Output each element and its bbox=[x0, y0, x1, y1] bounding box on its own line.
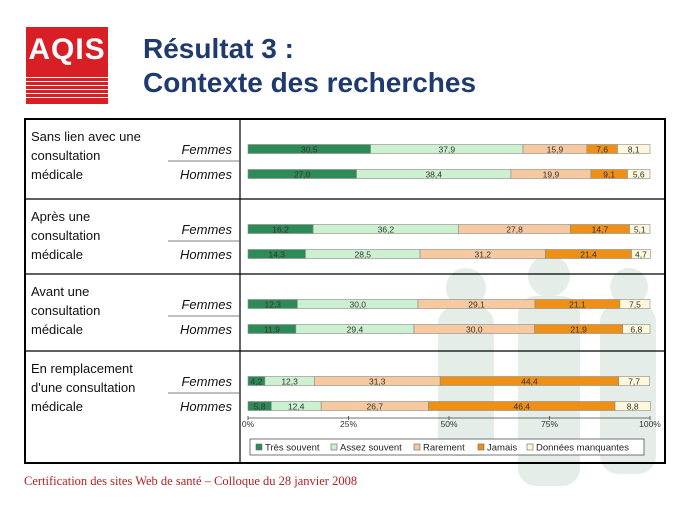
row-label: Femmes bbox=[181, 297, 232, 312]
group-label-line: médicale bbox=[31, 167, 83, 182]
data-label: 8,8 bbox=[627, 402, 639, 412]
data-label: 21,4 bbox=[580, 250, 597, 260]
legend-swatch bbox=[413, 443, 421, 451]
data-label: 4,7 bbox=[635, 250, 647, 260]
data-label: 36,2 bbox=[378, 225, 395, 235]
data-label: 15,9 bbox=[547, 145, 564, 155]
group-label-line: médicale bbox=[31, 322, 83, 337]
bar-segment bbox=[619, 299, 651, 309]
group-label-line: Avant une bbox=[31, 284, 89, 299]
row-label: Hommes bbox=[180, 167, 233, 182]
row-label: Femmes bbox=[181, 222, 232, 237]
legend-swatch bbox=[477, 443, 485, 451]
row-label: Hommes bbox=[180, 399, 233, 414]
group-label: Sans lien avec une consultation médicale bbox=[31, 129, 141, 182]
data-label: 26,7 bbox=[367, 402, 384, 412]
legend-label: Très souvent bbox=[265, 443, 320, 454]
bar-segment bbox=[617, 144, 651, 154]
data-label: 7,7 bbox=[628, 377, 640, 387]
title-line-2: Contexte des recherches bbox=[143, 67, 477, 98]
data-label: 9,1 bbox=[603, 170, 615, 180]
x-tick-label: 25% bbox=[340, 419, 357, 429]
data-label: 46,4 bbox=[513, 402, 530, 412]
data-label: 14,3 bbox=[268, 250, 285, 260]
data-label: 7,5 bbox=[629, 300, 641, 310]
data-label: 21,1 bbox=[569, 300, 586, 310]
data-label: 21,9 bbox=[570, 325, 587, 335]
data-label: 7,6 bbox=[596, 145, 608, 155]
aqis-logo: AQIS bbox=[26, 27, 108, 104]
group-label-line: consultation bbox=[31, 228, 100, 243]
chart-panel bbox=[24, 118, 666, 464]
legend-label: Jamais bbox=[487, 443, 517, 454]
data-label: 44,4 bbox=[521, 377, 538, 387]
legend-swatch bbox=[330, 443, 338, 451]
data-label: 11,9 bbox=[264, 325, 280, 335]
group-label: Après une consultation médicale bbox=[31, 209, 100, 262]
group-label: En remplacement d'une consultation médical… bbox=[31, 361, 135, 414]
data-label: 5,6 bbox=[633, 170, 645, 180]
data-label: 28,5 bbox=[354, 250, 371, 260]
legend-swatch bbox=[526, 443, 534, 451]
title-line-1: Résultat 3 : bbox=[143, 33, 294, 64]
legend-label: Données manquantes bbox=[536, 443, 629, 454]
legend-box bbox=[249, 438, 645, 456]
data-label: 5,8 bbox=[254, 402, 266, 412]
group-label-line: En remplacement bbox=[31, 361, 133, 376]
data-label: 4,2 bbox=[251, 377, 263, 387]
row-label: Hommes bbox=[180, 322, 233, 337]
group-label-line: d'une consultation bbox=[31, 380, 135, 395]
group-label: Avant une consultation médicale bbox=[31, 284, 100, 337]
page-title: Résultat 3 : Contexte des recherches bbox=[143, 32, 476, 100]
bar-segment bbox=[631, 249, 651, 259]
x-tick-label: 75% bbox=[541, 419, 558, 429]
data-label: 12,3 bbox=[264, 300, 281, 310]
data-label: 29,4 bbox=[347, 325, 364, 335]
data-label: 14,7 bbox=[592, 225, 609, 235]
group-label-line: consultation bbox=[31, 148, 100, 163]
group-label-line: consultation bbox=[31, 303, 100, 318]
legend-label: Assez souvent bbox=[340, 443, 402, 454]
legend-label: Rarement bbox=[423, 443, 465, 454]
row-label: Hommes bbox=[180, 247, 233, 262]
legend-swatch bbox=[255, 443, 263, 451]
data-label: 29,1 bbox=[468, 300, 485, 310]
bar-segment bbox=[629, 224, 651, 234]
row-label: Femmes bbox=[181, 374, 232, 389]
data-label: 30,0 bbox=[349, 300, 366, 310]
data-label: 31,2 bbox=[474, 250, 491, 260]
bar-segment bbox=[622, 324, 651, 334]
group-label-line: médicale bbox=[31, 399, 83, 414]
data-label: 30,5 bbox=[301, 145, 318, 155]
group-label-line: médicale bbox=[31, 247, 83, 262]
x-tick-label: 0% bbox=[242, 419, 255, 429]
row-label: Femmes bbox=[181, 142, 232, 157]
data-label: 27,0 bbox=[294, 170, 311, 180]
data-label: 19,9 bbox=[543, 170, 560, 180]
data-label: 27,8 bbox=[506, 225, 523, 235]
data-label: 37,9 bbox=[439, 145, 456, 155]
group-label-line: Après une bbox=[31, 209, 90, 224]
data-label: 16,2 bbox=[272, 225, 289, 235]
data-label: 5,1 bbox=[634, 225, 646, 235]
data-label: 8,1 bbox=[628, 145, 640, 155]
x-tick-label: 50% bbox=[440, 419, 457, 429]
data-label: 12,3 bbox=[281, 377, 298, 387]
x-tick-label: 100% bbox=[639, 419, 661, 429]
group-label-line: Sans lien avec une bbox=[31, 129, 141, 144]
footer-text: Certification des sites Web de santé – C… bbox=[24, 474, 358, 488]
data-label: 6,8 bbox=[630, 325, 642, 335]
logo-text: AQIS bbox=[28, 33, 106, 66]
data-label: 38,4 bbox=[425, 170, 442, 180]
data-label: 12,4 bbox=[288, 402, 305, 412]
data-label: 31,3 bbox=[369, 377, 386, 387]
logo-stripes bbox=[26, 77, 108, 101]
bar-segment bbox=[618, 376, 650, 386]
data-label: 30,0 bbox=[466, 325, 483, 335]
bar-segment bbox=[627, 169, 651, 179]
bar-segment bbox=[614, 401, 651, 411]
